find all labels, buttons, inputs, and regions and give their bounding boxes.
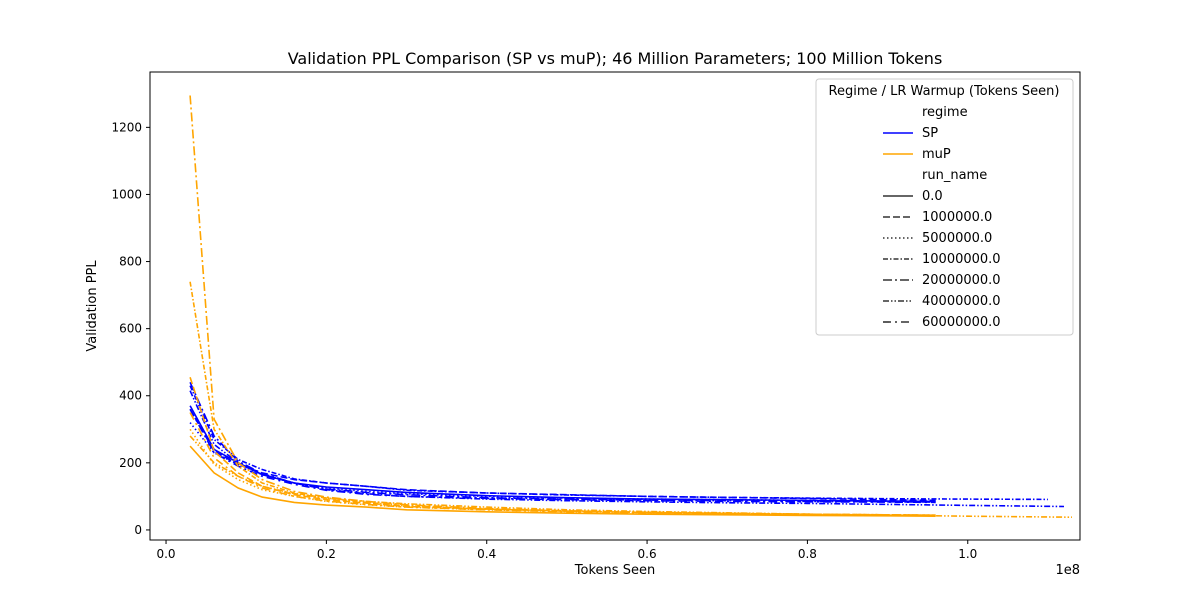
series-line-sp-4	[189, 381, 936, 503]
series-line-mup-7	[189, 445, 936, 517]
x-tick-label: 1.0	[958, 547, 977, 561]
x-axis-offset-label: 1e8	[1055, 563, 1080, 578]
y-tick-label: 1200	[111, 120, 142, 134]
legend-entry-run-5-label: 40000000.0	[922, 294, 1001, 309]
chart-title: Validation PPL Comparison (SP vs muP); 4…	[288, 49, 943, 68]
series-line-sp-0	[189, 405, 936, 503]
legend-entry-sp-label: SP	[922, 126, 938, 141]
x-tick-label: 0.4	[477, 547, 496, 561]
legend-entry-mup-label: muP	[922, 147, 951, 162]
series-layer	[189, 95, 1073, 518]
x-tick-label: 0.6	[638, 547, 657, 561]
legend: Regime / LR Warmup (Tokens Seen) regime S…	[815, 78, 1074, 336]
y-tick-label: 800	[119, 255, 142, 269]
series-line-mup-10	[189, 281, 936, 517]
plot-frame	[149, 71, 1081, 541]
x-tick-label: 0.2	[317, 547, 336, 561]
legend-entry-run-1-label: 1000000.0	[922, 210, 992, 225]
x-tick-label: 0.0	[156, 547, 175, 561]
x-tick-label: 0.8	[798, 547, 817, 561]
y-tick-label: 0	[134, 523, 142, 537]
legend-header-run-name: run_name	[922, 168, 987, 183]
legend-box	[815, 78, 1074, 336]
y-tick-label: 400	[119, 389, 142, 403]
series-line-mup-13	[189, 412, 936, 517]
series-line-mup-11	[189, 95, 936, 516]
legend-entry-run-6-label: 60000000.0	[922, 315, 1001, 330]
series-line-sp-1	[189, 408, 936, 502]
series-line-sp-6	[189, 408, 936, 504]
legend-header-regime: regime	[922, 105, 968, 120]
y-tick-label: 200	[119, 456, 142, 470]
y-axis-ticks: 0 200 400 600 800 1000 1200	[111, 120, 150, 537]
x-axis-label: Tokens Seen	[574, 563, 655, 578]
y-tick-label: 600	[119, 322, 142, 336]
y-axis-label: Validation PPL	[85, 260, 100, 352]
series-line-sp-3	[189, 385, 1048, 501]
x-axis-ticks: 0.0 0.2 0.4 0.6 0.8 1.0	[156, 540, 977, 561]
legend-title: Regime / LR Warmup (Tokens Seen)	[829, 84, 1060, 99]
series-line-sp-2	[189, 422, 936, 503]
legend-entry-run-4-label: 20000000.0	[922, 273, 1001, 288]
y-tick-label: 1000	[111, 187, 142, 201]
legend-entry-run-2-label: 5000000.0	[922, 231, 992, 246]
legend-entry-run-3-label: 10000000.0	[922, 252, 1001, 267]
legend-entry-run-0-label: 0.0	[922, 189, 943, 204]
